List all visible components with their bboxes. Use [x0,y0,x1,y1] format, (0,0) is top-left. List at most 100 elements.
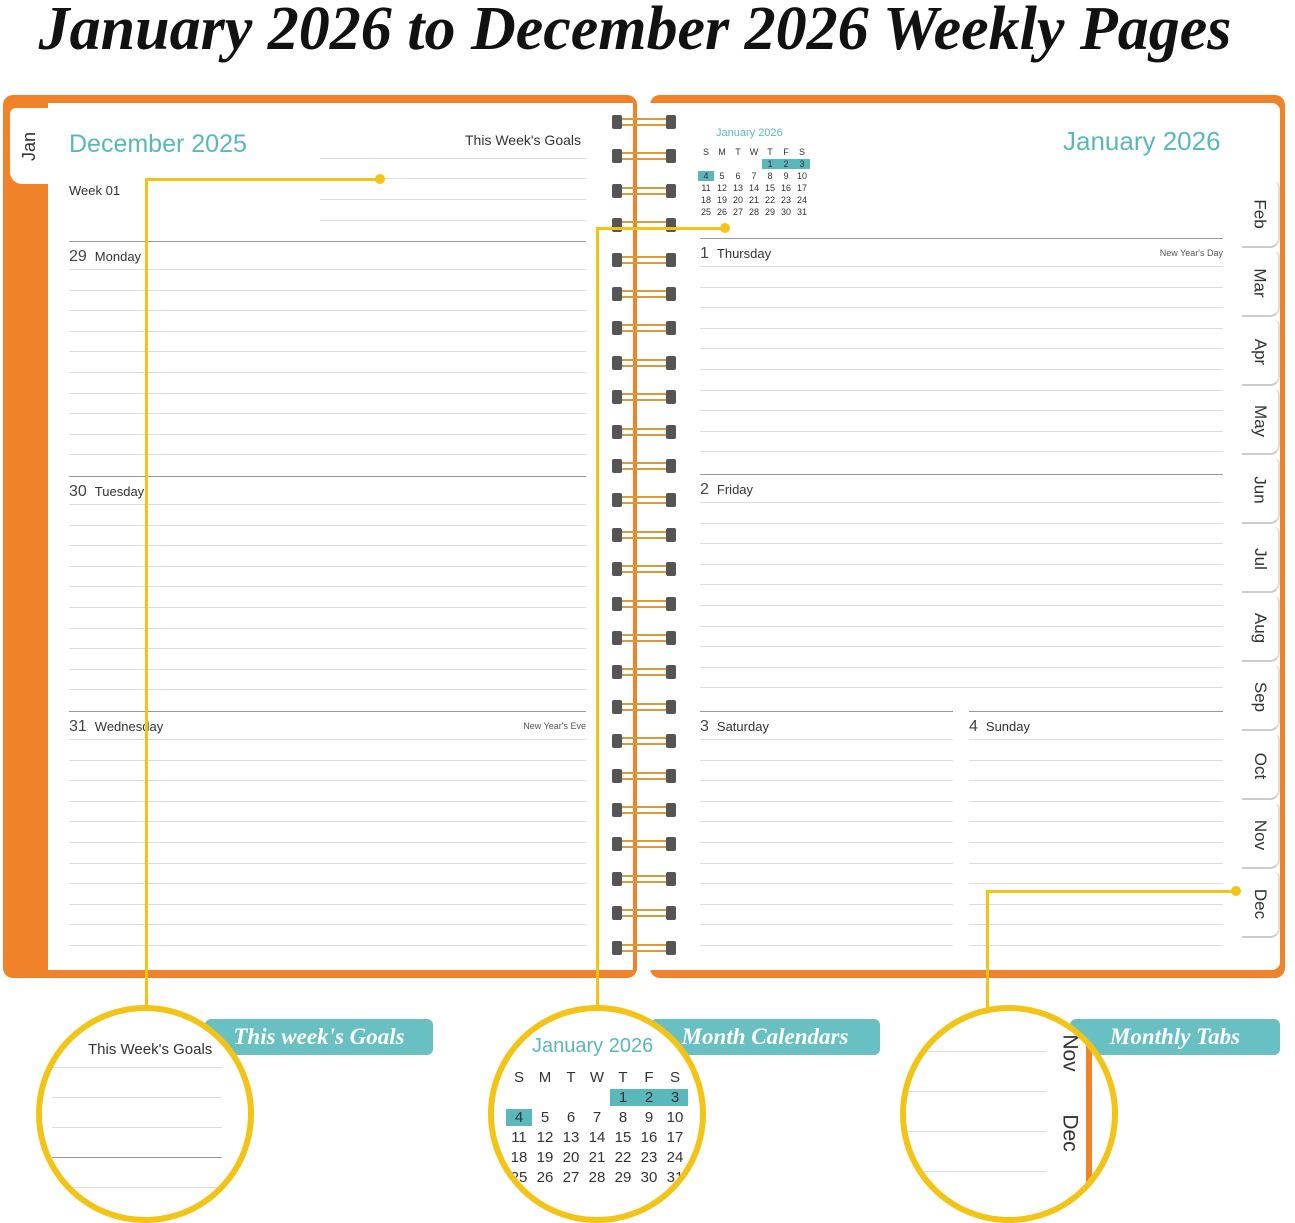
feature-label-tabs: Monthly Tabs [1070,1019,1280,1055]
calendar-day: 2 [778,159,794,169]
tab-label: Apr [1251,338,1270,366]
spiral-ring [612,906,676,921]
tab-jan[interactable]: Jan [10,108,50,184]
day-name: Sunday [985,719,1030,734]
calendar-day: 5 [540,1109,550,1126]
calendar-day: 27 [562,1169,580,1186]
spiral-ring [612,218,676,233]
calendar-day: 19 [536,1149,554,1166]
spiral-ring [612,596,676,611]
tab-label: Nov [1250,819,1270,851]
calendar-day: 23 [640,1149,658,1166]
calendar-day: 15 [614,1129,632,1146]
calendar-day: 12 [716,183,727,193]
calendar-day: 22 [614,1149,632,1166]
zoom-calendar-title: January 2026 [532,1035,654,1057]
spiral-ring [612,459,676,473]
weekday-label: T [767,147,773,157]
calendar-day: 28 [588,1169,606,1186]
spiral-ring [612,631,676,645]
day-number: 29 [69,248,87,265]
tab-label: Jul [1250,548,1270,570]
tab-dec[interactable]: Dec [1242,872,1280,938]
spiral-ring [612,287,676,301]
zoom-goals: This Week's Goals [36,1005,254,1223]
calendar-day: 31 [666,1169,684,1186]
calendar-day: 29 [614,1169,632,1186]
month-title: January 2026 [1063,126,1221,156]
mini-calendar: S M T W T F S 1 2 3 4 5 6 7 8 9 10 11 12 13 14 15 16 17 18 19 20 21… [698,147,810,217]
weekday-label: W [749,147,759,157]
calendar-day: 7 [592,1109,602,1126]
calendar-day: 4 [506,1109,532,1126]
weekday-label: F [783,147,789,157]
tab-label: Jan [19,131,40,161]
feature-label-goals: This week's Goals [205,1019,433,1055]
calendar-day: 27 [732,207,743,217]
tab-mar[interactable]: Mar [1242,251,1280,317]
tab-jun[interactable]: Jun [1242,458,1280,524]
tab-aug[interactable]: Aug [1242,596,1280,662]
feature-label-calendars: Month Calendars [650,1019,880,1055]
day-header: 4 Sunday [969,718,1030,736]
tab-oct[interactable]: Oct [1242,734,1280,800]
spiral-ring [612,665,676,680]
spiral-ring [612,699,676,714]
day-header: 3 Saturday [700,718,769,736]
spiral-ring [612,871,676,886]
day-number: 3 [700,718,709,735]
calendar-day: 3 [794,159,810,169]
calendar-day: 9 [644,1109,654,1126]
weekday-label: W [589,1069,605,1086]
tab-nov[interactable]: Nov [1242,803,1280,869]
tab-label: Aug [1251,612,1270,644]
zoom-calendar: January 2026 S M T W T F S 1 2 3 4 5 6 7 8 9 10 11 12 13 14 1… [488,1005,706,1223]
calendar-day [558,1089,584,1106]
spiral-ring [612,424,676,439]
calendar-day: 11 [511,1129,527,1146]
right-page [650,103,1280,970]
calendar-day: 29 [764,207,775,217]
calendar-day: 20 [562,1149,580,1166]
spiral-ring [612,940,676,955]
calendar-day: 14 [748,183,759,193]
calendar-day: 17 [796,183,807,193]
day-name: Monday [94,249,142,264]
spiral-ring [612,115,676,129]
day-header: 1 Thursday [700,245,771,263]
zoom-tabs: Nov Dec [900,1005,1118,1223]
spiral-ring [612,493,676,508]
day-name: Thursday [716,246,772,261]
holiday-label: New Year's Eve [523,721,586,731]
tab-jul[interactable]: Jul [1242,527,1280,593]
spiral-ring [612,734,676,749]
tab-apr[interactable]: Apr [1242,320,1280,386]
calendar-day: 25 [700,207,711,217]
calendar-day: 3 [662,1089,688,1106]
tab-may[interactable]: May [1242,389,1280,455]
page-title: January 2026 to December 2026 Weekly Pag… [38,0,1232,63]
tab-sep[interactable]: Sep [1242,665,1280,731]
calendar-day: 10 [796,171,807,181]
day-header: 29 Monday [69,248,141,266]
calendar-day: 16 [640,1129,658,1146]
left-page [48,103,633,970]
calendar-day: 5 [719,171,725,181]
tab-feb[interactable]: Feb [1242,182,1280,248]
calendar-day: 1 [762,159,778,169]
spiral-ring [612,390,676,405]
day-number: 1 [700,245,709,262]
calendar-day: 28 [748,207,759,217]
month-title: December 2025 [69,130,247,158]
calendar-day: 15 [764,183,775,193]
calendar-day: 8 [767,171,773,181]
calendar-day [584,1089,610,1106]
tab-label: Dec [1250,888,1270,920]
calendar-day: 6 [735,171,741,181]
week-label: Week 01 [69,183,121,198]
calendar-day [730,159,746,169]
day-name: Saturday [716,719,769,734]
spiral-ring [612,355,676,370]
calendar-day: 24 [666,1149,684,1166]
calendar-day: 16 [780,183,791,193]
